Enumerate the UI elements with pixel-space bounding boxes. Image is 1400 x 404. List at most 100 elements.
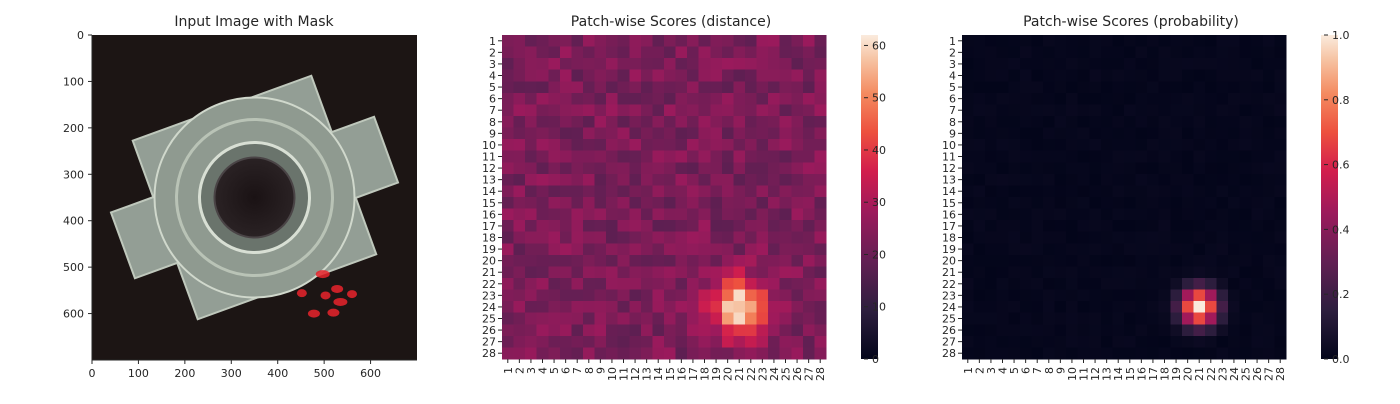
heatmap-cell [745,312,757,325]
heatmap-cell [1066,162,1079,175]
heatmap-cell [1251,81,1264,94]
heatmap-cell [756,324,769,337]
heatmap-cell [710,197,723,209]
heatmap-cell [802,35,815,47]
heatmap-cell [802,335,815,348]
heatmap-cell [768,220,781,233]
heatmap-cell [779,92,792,105]
heatmap-cell [1077,92,1090,105]
heatmap-cell [733,162,746,175]
heatmap-cell [973,197,986,209]
y-tick-label: 24 [942,301,956,314]
heatmap-cell [640,46,653,59]
heatmap-cell [985,347,998,360]
y-tick-label: 28 [942,347,956,360]
heatmap-cell [594,289,607,302]
heatmap-cell [1054,324,1067,337]
heatmap-cell [502,208,514,221]
heatmap-cell [629,301,642,314]
heatmap-cell [675,197,688,209]
heatmap-cell [583,324,595,337]
heatmap-cell [1181,289,1194,302]
heatmap-cell [548,278,561,290]
heatmap-cell [1158,116,1171,128]
heatmap-cell [710,335,723,348]
heatmap-cell [710,139,723,152]
heatmap-cell [756,92,769,105]
heatmap-cell [664,254,676,267]
heatmap-cell [1031,162,1044,175]
heatmap-cell [640,220,653,233]
heatmap-cell [1158,127,1171,140]
heatmap-cell [1100,301,1113,314]
heatmap-cell [606,278,619,290]
heatmap-cell [594,127,607,140]
heatmap-cell [1262,150,1275,163]
heatmap-cell [548,58,561,71]
heatmap-cell [1019,92,1032,105]
heatmap-cell [756,254,769,267]
heatmap-cell [1089,116,1102,128]
heatmap-cell [1274,92,1287,105]
heatmap-cell [1054,243,1067,256]
heatmap-cell [1066,81,1079,94]
heatmap-cell [1216,243,1229,256]
x-tick-label: 7 [1031,367,1044,374]
distance-heatmap-axes: 1234567891011121314151617181920212223242… [482,35,827,381]
heatmap-cell [768,289,781,302]
heatmap-cell [513,69,526,82]
heatmap-cell [779,104,792,117]
heatmap-cell [1043,324,1055,337]
heatmap-cell [583,173,595,186]
heatmap-cell [779,347,792,360]
heatmap-cell [502,231,514,244]
heatmap-cell [802,197,815,209]
heatmap-cell [606,173,619,186]
heatmap-cell [721,312,734,325]
heatmap-cell [814,335,827,348]
heatmap-cell [745,92,757,105]
heatmap-cell [606,197,619,209]
heatmap-cell [1158,220,1171,233]
heatmap-cell [1228,139,1241,152]
colorbar-tick-label: 60 [872,39,886,52]
heatmap-cell [768,335,781,348]
heatmap-cell [536,278,549,290]
heatmap-cell [710,220,723,233]
y-tick-label: 400 [63,215,84,228]
heatmap-cell [1251,173,1264,186]
heatmap-cell [1262,266,1275,279]
heatmap-cell [536,197,549,209]
heatmap-cell [502,69,514,82]
heatmap-cell [1043,104,1055,117]
heatmap-cell [802,116,815,128]
heatmap-cell [525,58,538,71]
heatmap-cell [617,162,630,175]
heatmap-cell [1019,312,1032,325]
heatmap-cell [571,312,584,325]
heatmap-cell [973,347,986,360]
heatmap-cell [536,301,549,314]
heatmap-cell [1066,335,1079,348]
heatmap-cell [985,69,998,82]
heatmap-cell [962,254,974,267]
heatmap-cell [548,266,561,279]
heatmap-cell [594,243,607,256]
heatmap-cell [1274,312,1287,325]
heatmap-cell [687,347,700,360]
heatmap-cell [1262,289,1275,302]
heatmap-cell [652,173,665,186]
heatmap-cell [629,69,642,82]
x-tick-label: 5 [548,367,561,374]
heatmap-cell [571,335,584,348]
heatmap-cell [710,185,723,198]
heatmap-cell [985,139,998,152]
distance-heatmap [502,35,827,360]
heatmap-cell [1077,58,1090,71]
heatmap-cell [779,254,792,267]
x-tick-label: 15 [1124,367,1137,381]
heatmap-cell [1170,162,1183,175]
heatmap-cell [1239,243,1252,256]
heatmap-cell [571,92,584,105]
heatmap-cell [652,127,665,140]
